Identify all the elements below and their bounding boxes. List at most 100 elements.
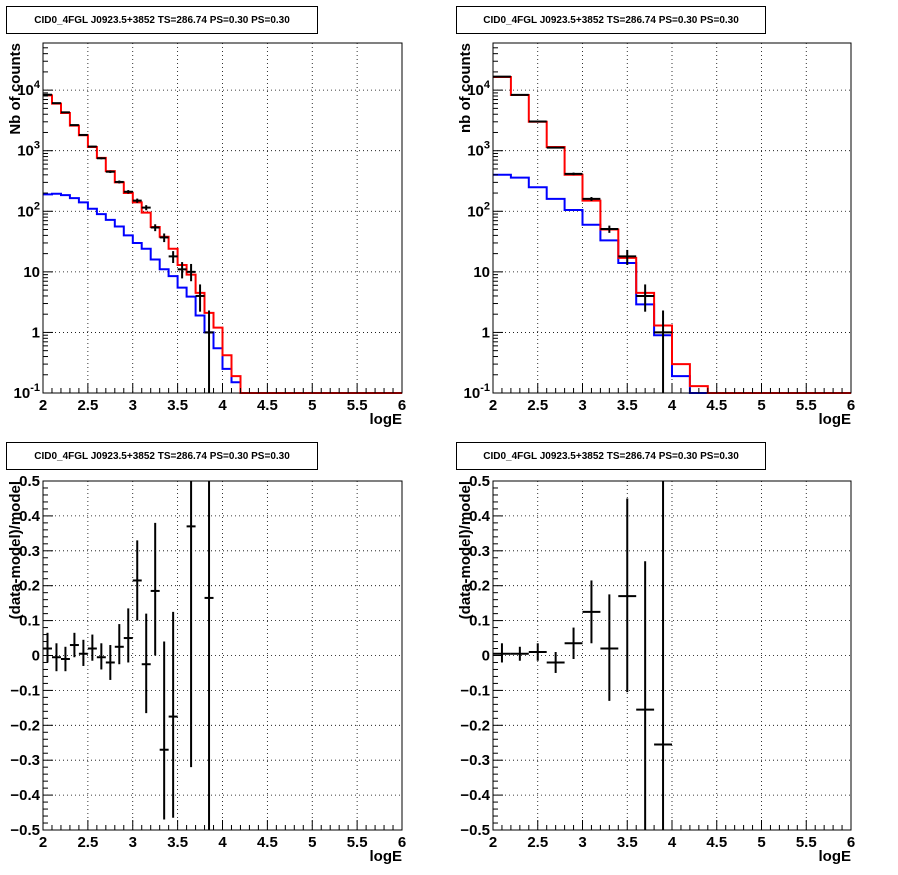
data-point — [43, 93, 52, 96]
data-point — [636, 561, 655, 830]
y-tick-label: 10 — [23, 264, 40, 281]
y-tick-label: 0.4 — [469, 508, 491, 525]
y-tick-label: 104 — [17, 79, 41, 99]
panel-title: CID0_4FGL J0923.5+3852 TS=286.74 PS=0.30… — [483, 14, 739, 26]
data-point — [150, 522, 160, 656]
x-tick-label: 2.5 — [527, 834, 548, 851]
x-tick-label: 5 — [308, 397, 316, 414]
title-box-bl: CID0_4FGL J0923.5+3852 TS=286.74 PS=0.30… — [6, 442, 318, 470]
x-tick-label: 2 — [39, 834, 47, 851]
data-point — [132, 540, 142, 621]
x-tick-label: 5 — [308, 834, 316, 851]
data-point — [654, 310, 672, 393]
x-tick-label: 2 — [39, 397, 47, 414]
title-box-tl: CID0_4FGL J0923.5+3852 TS=286.74 PS=0.30… — [6, 6, 318, 34]
chart-br: 2 2.5 3 3.5 4 4.5 5 5.5 6logE−0.5−0.4−0.3−0.2−0.… — [457, 473, 855, 865]
x-tick-label: 2.5 — [527, 397, 548, 414]
x-tick-label: 4.5 — [257, 834, 278, 851]
x-tick-label: 3.5 — [617, 834, 638, 851]
data-point — [582, 580, 601, 644]
data-point — [510, 646, 529, 661]
data-point — [564, 627, 583, 659]
y-axis-label: nb of counts — [457, 43, 474, 133]
data-point — [96, 643, 106, 670]
data-point — [51, 102, 61, 105]
y-tick-label: −0.5 — [10, 822, 40, 839]
data-point — [123, 190, 133, 194]
x-tick-label: 4 — [218, 397, 227, 414]
x-axis-label: logE — [819, 848, 852, 865]
data-point — [69, 632, 79, 658]
data-point — [546, 652, 565, 673]
y-tick-label: −0.3 — [460, 752, 490, 769]
title-box-br: CID0_4FGL J0923.5+3852 TS=286.74 PS=0.30… — [456, 442, 766, 470]
x-tick-label: 6 — [847, 834, 855, 851]
y-axis-label: (data-model)/model — [7, 481, 24, 619]
y-axis-label: Nb of counts — [7, 43, 24, 135]
data-point — [150, 224, 160, 232]
y-tick-label: 1 — [482, 324, 490, 341]
x-tick-label: 6 — [847, 397, 855, 414]
x-tick-label: 4 — [218, 834, 227, 851]
y-tick-label: 0.4 — [19, 508, 41, 525]
data-point — [654, 481, 672, 830]
data-point — [618, 249, 637, 265]
data-point — [600, 594, 619, 701]
title-box-tr: CID0_4FGL J0923.5+3852 TS=286.74 PS=0.30… — [456, 6, 766, 34]
y-tick-label: −0.1 — [10, 682, 40, 699]
data-point — [114, 624, 124, 665]
data-point — [159, 641, 169, 820]
y-tick-label: 10 — [473, 264, 490, 281]
data-point — [105, 170, 115, 174]
data-point — [141, 205, 151, 211]
data-point — [159, 233, 169, 243]
data-point — [69, 124, 79, 127]
x-tick-label: 3 — [129, 397, 137, 414]
y-axis: −0.5 −0.4 −0.3 −0.2 −0.1 0 0.1 0.2 0.3 0.4 0.5(dat… — [7, 473, 53, 839]
x-axis-label: logE — [370, 848, 403, 865]
data-point — [60, 111, 70, 114]
y-tick-label: 102 — [17, 200, 40, 220]
x-tick-label: 2.5 — [77, 397, 98, 414]
data-point — [493, 643, 511, 663]
grid — [493, 481, 851, 830]
x-tick-label: 2 — [489, 834, 497, 851]
data-point — [87, 145, 97, 148]
data-point — [78, 133, 88, 136]
y-tick-label: −0.4 — [460, 787, 490, 804]
data-points — [493, 481, 672, 830]
data-point — [600, 225, 619, 233]
x-tick-label: 4 — [668, 397, 677, 414]
panel-title: CID0_4FGL J0923.5+3852 TS=286.74 PS=0.30… — [34, 14, 290, 26]
y-tick-label: 0.1 — [19, 613, 40, 630]
data-point — [168, 251, 178, 264]
x-tick-label: 6 — [398, 397, 406, 414]
x-tick-label: 4.5 — [257, 397, 278, 414]
data-point — [582, 197, 601, 201]
y-axis-label: (data-model)/model — [457, 481, 474, 619]
data-point — [105, 645, 115, 680]
x-tick-label: 5.5 — [347, 397, 368, 414]
data-point — [141, 613, 151, 714]
data-point — [546, 146, 565, 149]
data-point — [177, 262, 187, 279]
y-tick-label: 0.5 — [19, 473, 40, 490]
x-tick-label: 3 — [578, 397, 586, 414]
grid — [43, 481, 402, 830]
y-tick-label: 10-1 — [464, 382, 490, 402]
data-point — [510, 93, 529, 96]
x-tick-label: 3 — [129, 834, 137, 851]
y-tick-label: −0.4 — [10, 787, 40, 804]
x-tick-label: 2.5 — [77, 834, 98, 851]
y-tick-label: −0.2 — [460, 717, 490, 734]
x-tick-label: 3.5 — [167, 397, 188, 414]
data-point — [123, 608, 133, 663]
y-tick-label: −0.3 — [10, 752, 40, 769]
y-tick-label: 1 — [32, 324, 40, 341]
x-tick-label: 3.5 — [617, 397, 638, 414]
y-tick-label: 0.3 — [19, 543, 40, 560]
